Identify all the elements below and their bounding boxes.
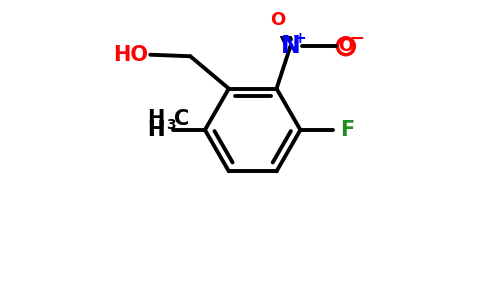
Text: 3: 3 <box>166 118 176 132</box>
Text: H: H <box>148 120 165 140</box>
Text: N: N <box>281 34 300 58</box>
Text: F: F <box>340 120 355 140</box>
Text: −: − <box>349 30 364 48</box>
Text: H: H <box>148 120 165 140</box>
Text: O: O <box>338 37 353 55</box>
Text: H: H <box>147 109 164 129</box>
Text: O: O <box>271 11 286 29</box>
Text: C: C <box>174 109 189 129</box>
Text: +: + <box>293 31 306 46</box>
Text: HO: HO <box>113 45 148 65</box>
